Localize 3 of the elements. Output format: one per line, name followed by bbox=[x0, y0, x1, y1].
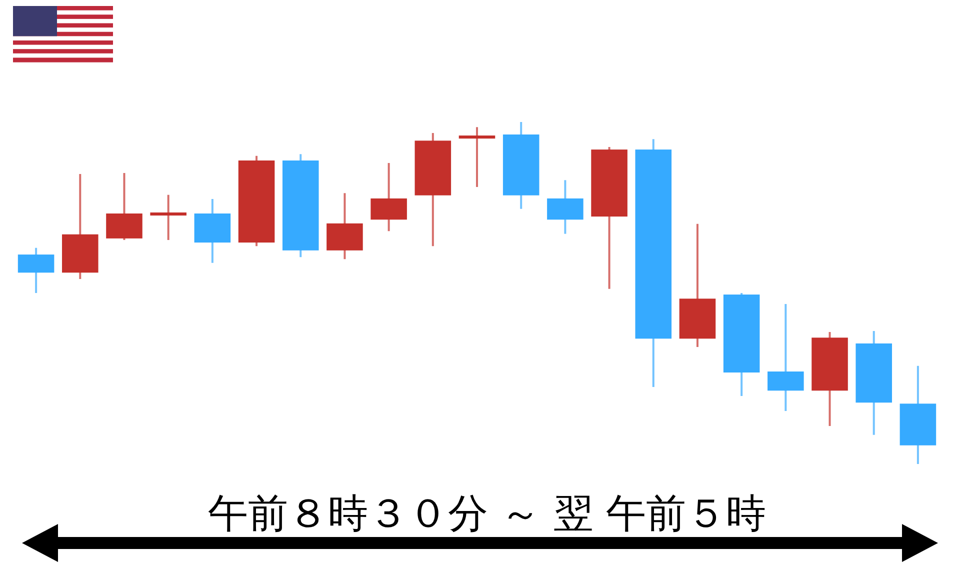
candlestick bbox=[150, 194, 186, 241]
candlestick bbox=[458, 126, 496, 188]
text: 午前８時３０分 ～ 翌 午前５時 bbox=[208, 491, 766, 537]
